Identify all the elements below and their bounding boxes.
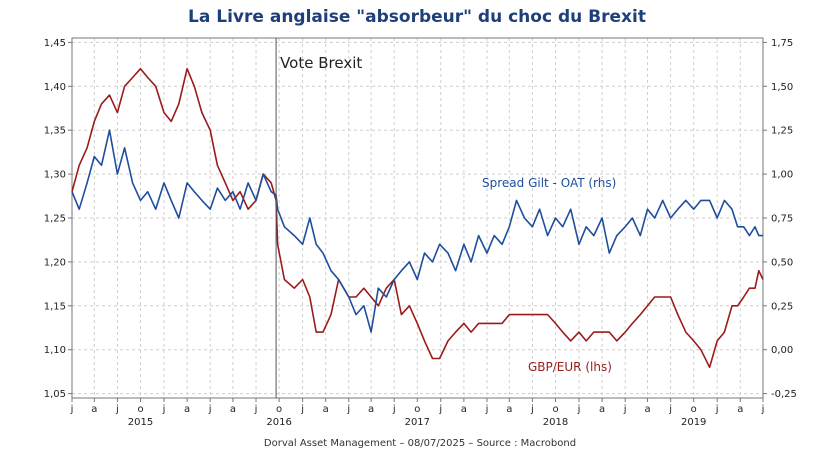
right-tick-label: 0,50	[771, 257, 793, 268]
series-layer	[71, 67, 764, 369]
x-tick-label: j	[438, 404, 442, 415]
left-tick-label: 1,30	[44, 170, 66, 181]
series-label-spread: Spread Gilt - OAT (rhs)	[482, 176, 616, 190]
year-label: 2016	[266, 417, 291, 428]
chart-title: La Livre anglaise "absorbeur" du choc du…	[188, 7, 646, 27]
x-tick-label: j	[530, 404, 534, 415]
left-tick-label: 1,10	[44, 345, 66, 356]
x-tick-label: o	[414, 404, 420, 415]
x-tick-label: j	[300, 404, 304, 415]
x-tick-label: a	[737, 404, 743, 415]
right-tick-label: 1,00	[771, 170, 793, 181]
left-tick-label: 1,25	[44, 214, 66, 225]
grid	[71, 38, 763, 398]
x-tick-label: a	[230, 404, 236, 415]
x-tick-label: a	[323, 404, 329, 415]
right-tick-label: -0,25	[771, 389, 797, 400]
vote-brexit-label: Vote Brexit	[280, 54, 362, 72]
x-tick-label: o	[276, 404, 282, 415]
x-tick-label: a	[184, 404, 190, 415]
x-tick-label: o	[552, 404, 558, 415]
x-tick-label: j	[70, 404, 74, 415]
x-tick-label: o	[691, 404, 697, 415]
right-tick-label: 0,00	[771, 345, 793, 356]
source-note: Dorval Asset Management – 08/07/2025 – S…	[264, 438, 576, 449]
x-tick-label: j	[715, 404, 719, 415]
series-line-gbpeur	[71, 67, 764, 369]
x-tick-label: j	[392, 404, 396, 415]
x-tick-label: a	[599, 404, 605, 415]
year-label: 2015	[128, 417, 153, 428]
series-label-gbpeur: GBP/EUR (lhs)	[528, 360, 612, 374]
year-label: 2019	[681, 417, 706, 428]
left-tick-label: 1,45	[44, 38, 66, 49]
x-tick-label: j	[346, 404, 350, 415]
x-tick-label: a	[506, 404, 512, 415]
x-tick-label: j	[162, 404, 166, 415]
right-tick-label: 1,25	[771, 126, 793, 137]
x-tick-label: j	[623, 404, 627, 415]
right-tick-label: 0,75	[771, 214, 793, 225]
x-tick-label: j	[668, 404, 672, 415]
x-tick-label: a	[91, 404, 97, 415]
x-tick-label: a	[461, 404, 467, 415]
right-tick-label: 1,75	[771, 38, 793, 49]
year-label: 2018	[543, 417, 568, 428]
series-line-spread	[71, 129, 763, 333]
x-tick-label: j	[577, 404, 581, 415]
x-tick-label: j	[208, 404, 212, 415]
left-tick-label: 1,20	[44, 257, 66, 268]
left-tick-label: 1,05	[44, 389, 66, 400]
left-tick-label: 1,15	[44, 301, 66, 312]
annotations: Vote Brexit Spread Gilt - OAT (rhs) GBP/…	[275, 38, 616, 398]
x-tick-label: j	[485, 404, 489, 415]
x-tick-label: a	[644, 404, 650, 415]
year-label: 2017	[405, 417, 430, 428]
x-tick-label: o	[137, 404, 143, 415]
x-tick-label: j	[115, 404, 119, 415]
left-tick-label: 1,35	[44, 126, 66, 137]
x-tick-label: j	[761, 404, 765, 415]
right-tick-label: 0,25	[771, 301, 793, 312]
left-tick-label: 1,40	[44, 82, 66, 93]
x-tick-label: a	[368, 404, 374, 415]
axes: 1,05 1,10 1,15 1,20 1,25 1,30 1,35 1,40 1,45 -0,2…	[44, 38, 797, 428]
x-tick-label: j	[254, 404, 258, 415]
right-tick-label: 1,50	[771, 82, 793, 93]
